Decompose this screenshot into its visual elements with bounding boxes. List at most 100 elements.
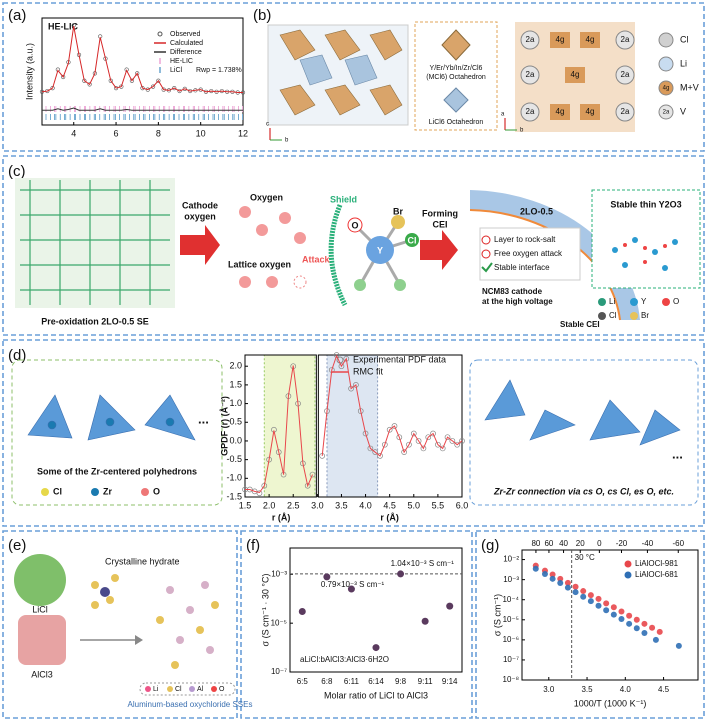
data-point bbox=[610, 611, 617, 618]
site-label: 2a bbox=[621, 35, 630, 44]
label: LiCl bbox=[32, 604, 48, 614]
data-point bbox=[420, 445, 427, 452]
arrow-label: oxygen bbox=[184, 211, 216, 221]
site-label: 4g bbox=[586, 35, 595, 44]
highlight bbox=[263, 354, 316, 498]
data-point bbox=[372, 644, 380, 652]
arrow-label: CEI bbox=[432, 219, 447, 229]
x-tick-label: 4.5 bbox=[658, 685, 670, 694]
data-point bbox=[435, 441, 441, 448]
observed-point bbox=[172, 86, 177, 91]
observed-point bbox=[182, 86, 187, 91]
legend-swatch bbox=[91, 488, 99, 496]
x-tick-label: 3.0 bbox=[311, 500, 324, 510]
axis-label: b bbox=[285, 138, 289, 144]
atom-label: Br bbox=[393, 206, 403, 216]
legend-label: Cl bbox=[53, 486, 62, 496]
y-tick-label: 2.0 bbox=[229, 361, 242, 371]
legend-label: Li bbox=[609, 297, 615, 306]
panel-label: (b) bbox=[253, 7, 271, 24]
label: Stable CEI bbox=[560, 320, 600, 329]
data-point bbox=[391, 423, 398, 429]
x-tick-label: 9:14 bbox=[442, 677, 458, 686]
x-tick-label: 1.5 bbox=[239, 500, 252, 510]
panel-label: (d) bbox=[8, 347, 26, 364]
data-point bbox=[415, 438, 422, 444]
label: NCM83 cathode bbox=[482, 287, 543, 296]
legend-label: Y bbox=[641, 297, 647, 306]
legend-swatch bbox=[658, 56, 674, 72]
site-label: 4g bbox=[556, 107, 565, 116]
panel-e-box bbox=[2, 530, 238, 719]
data-point bbox=[541, 571, 548, 578]
dashed-frame bbox=[11, 359, 223, 506]
legend-label: M+V bbox=[680, 82, 699, 92]
site-atom bbox=[520, 65, 540, 85]
panel-label: (f) bbox=[246, 537, 260, 554]
legend-swatch bbox=[211, 686, 217, 692]
legend-swatch bbox=[167, 686, 173, 692]
site-atom bbox=[615, 30, 635, 50]
legend-label: Li bbox=[153, 686, 159, 693]
y-axis-label: σ (S cm⁻¹) bbox=[492, 594, 502, 636]
legend-label: O bbox=[219, 686, 225, 693]
legend-swatch bbox=[598, 298, 606, 306]
y-tick-label: 10⁻² bbox=[503, 555, 519, 564]
y-tick-label: 10⁻⁵ bbox=[271, 618, 287, 627]
data-point bbox=[381, 441, 388, 448]
legend-label: Cl bbox=[175, 686, 182, 693]
data-point bbox=[649, 624, 656, 631]
list-item: Stable interface bbox=[494, 263, 550, 272]
x-tick-label: 5.0 bbox=[408, 500, 421, 510]
ellipsis: ... bbox=[198, 411, 209, 426]
axis-label: b bbox=[520, 128, 524, 134]
panel-g-box bbox=[475, 530, 705, 719]
atom-label: O bbox=[351, 220, 358, 230]
data-point bbox=[430, 430, 436, 437]
site-label: 2a bbox=[526, 107, 535, 116]
legend-swatch bbox=[630, 298, 638, 306]
y-axis-label: GPDF (r) (Å⁻²) bbox=[219, 396, 229, 456]
plot-frame bbox=[289, 547, 463, 673]
legend-label: Li bbox=[680, 58, 687, 68]
site-label: 2a bbox=[621, 107, 630, 116]
x2-tick-label: -40 bbox=[642, 539, 654, 548]
data-point bbox=[633, 625, 640, 632]
x-tick-label: 6:5 bbox=[297, 677, 309, 686]
data-point bbox=[338, 363, 345, 370]
x-tick-label: 8 bbox=[156, 128, 161, 138]
data-point bbox=[446, 602, 454, 610]
data-point bbox=[397, 570, 405, 578]
legend-label: Calculated bbox=[170, 40, 203, 47]
x-tick-label: 2.5 bbox=[287, 500, 300, 510]
data-point bbox=[572, 589, 579, 596]
label: AlCl3 bbox=[31, 669, 53, 679]
observed-point bbox=[129, 78, 135, 83]
x-tick-label: 3.5 bbox=[335, 500, 348, 510]
legend-swatch bbox=[658, 104, 674, 120]
list-item: Free oxygen attack bbox=[494, 249, 563, 258]
legend-swatch bbox=[157, 31, 163, 37]
legend-swatch bbox=[189, 686, 195, 692]
observed-point bbox=[61, 74, 66, 80]
data-point bbox=[641, 620, 648, 627]
axis-label: a bbox=[501, 112, 505, 118]
y-tick-label: -1.0 bbox=[226, 473, 242, 483]
site-label: 4g bbox=[571, 70, 580, 79]
site-label: 4g bbox=[556, 35, 565, 44]
fit-line bbox=[245, 354, 463, 494]
site-block bbox=[580, 32, 600, 48]
x-tick-label: 5.5 bbox=[432, 500, 445, 510]
site-label: 4g bbox=[663, 86, 670, 92]
data-point bbox=[444, 434, 451, 441]
series-line bbox=[42, 107, 243, 111]
data-point bbox=[610, 604, 617, 611]
y-axis-label: σ (S cm⁻¹ · 30 °C) bbox=[260, 574, 270, 647]
arrow-label: Forming bbox=[422, 208, 458, 218]
plot-frame bbox=[317, 354, 463, 498]
legend-swatch bbox=[662, 298, 670, 306]
caption: Zr-Zr connection via cs O, cs Cl, es O, … bbox=[493, 486, 674, 496]
observed-point bbox=[156, 78, 161, 83]
data-point bbox=[675, 642, 682, 649]
data-point bbox=[439, 445, 446, 452]
